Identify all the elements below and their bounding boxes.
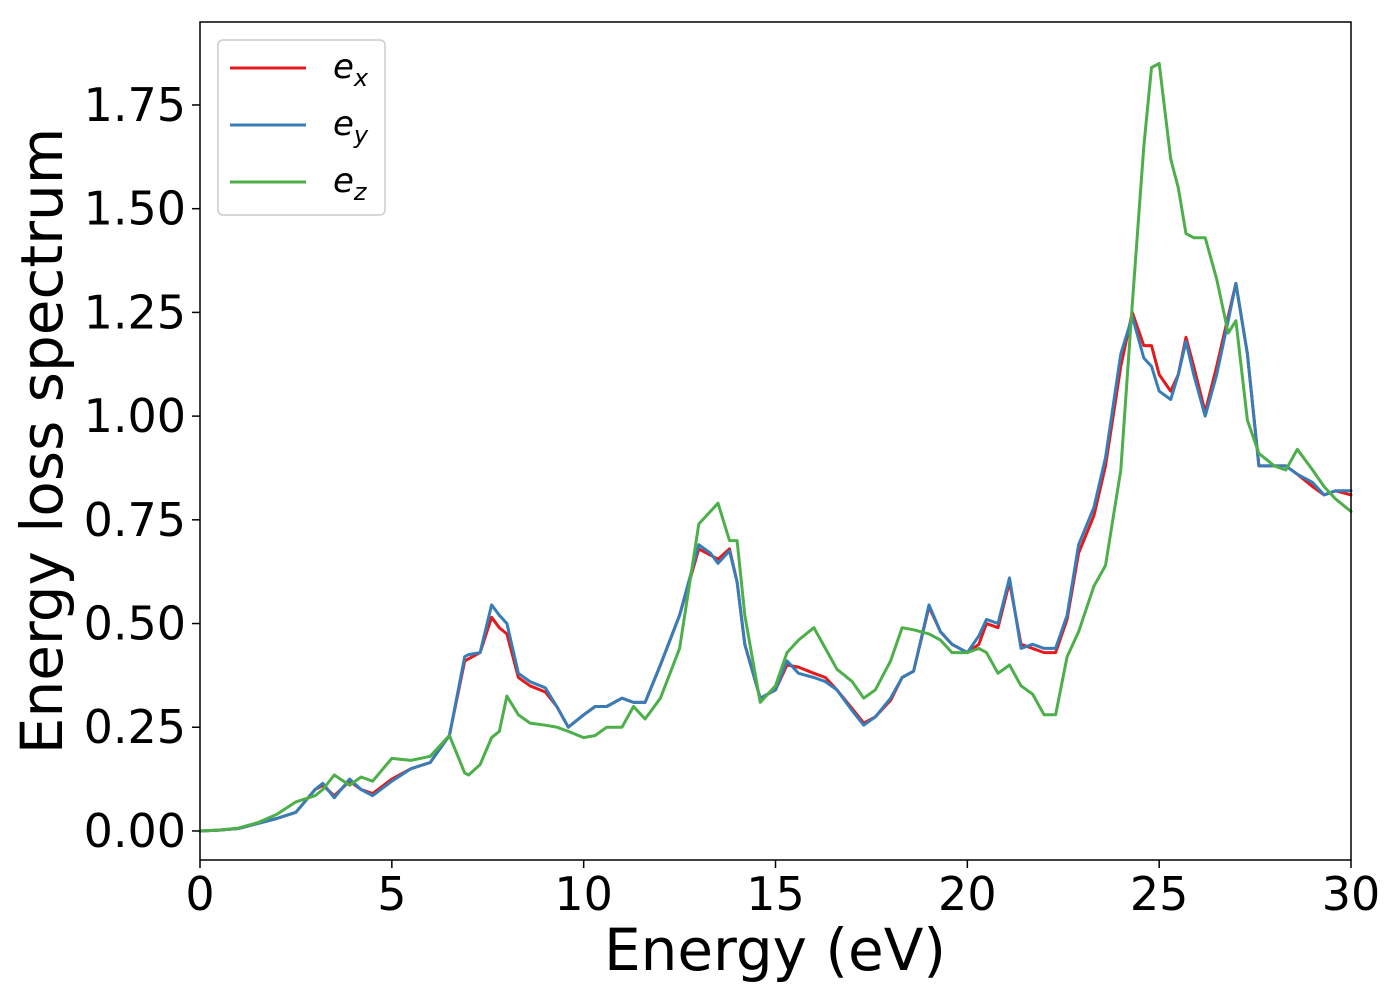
x-tick-label: 20 [938, 867, 997, 921]
x-tick-label: 5 [377, 867, 406, 921]
y-tick-label: 0.75 [84, 493, 186, 547]
legend: ex ey ez [217, 39, 386, 216]
x-axis-label: Energy (eV) [604, 916, 946, 984]
y-tick-label: 1.75 [84, 78, 186, 132]
y-tick-label: 0.00 [84, 804, 186, 858]
y-tick-label: 1.00 [84, 389, 186, 443]
x-tick-label: 30 [1322, 867, 1381, 921]
y-axis: 0.00 0.25 0.50 0.75 1.00 1.25 1.50 1.75 [84, 78, 200, 858]
x-tick-label: 0 [185, 867, 214, 921]
y-tick-label: 0.25 [84, 700, 186, 754]
y-tick-label: 0.50 [84, 597, 186, 651]
y-axis-label: Energy loss spectrum [8, 128, 76, 754]
legend-label-x: ex [333, 47, 369, 92]
legend-label-z: ez [333, 161, 368, 206]
legend-label-y: ey [333, 104, 369, 149]
y-tick-label: 1.25 [84, 285, 186, 339]
x-tick-label: 10 [554, 867, 613, 921]
x-tick-label: 15 [746, 867, 805, 921]
plot-lines [198, 62, 1353, 833]
legend-box [217, 39, 386, 216]
x-axis: 0 5 10 15 20 25 30 [185, 860, 1380, 921]
series-line-y [198, 281, 1353, 833]
y-tick-label: 1.50 [84, 182, 186, 236]
x-tick-label: 25 [1130, 867, 1189, 921]
series-line-z [198, 62, 1353, 833]
